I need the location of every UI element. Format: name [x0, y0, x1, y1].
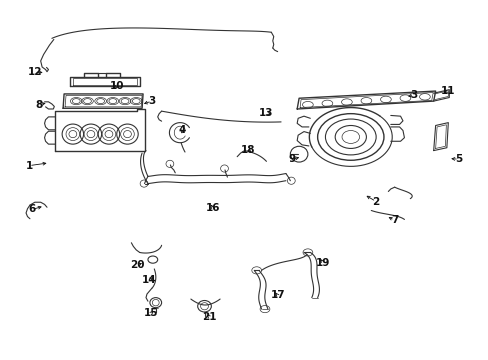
- Text: 21: 21: [202, 312, 216, 322]
- Text: 9: 9: [288, 154, 295, 164]
- Text: 19: 19: [316, 258, 330, 268]
- Text: 14: 14: [142, 275, 157, 285]
- Text: 7: 7: [390, 215, 398, 225]
- Text: 1: 1: [25, 161, 33, 171]
- Text: 18: 18: [241, 144, 255, 154]
- Text: 8: 8: [35, 100, 42, 110]
- Text: 3: 3: [148, 96, 155, 106]
- Text: 3: 3: [410, 90, 417, 100]
- Text: 4: 4: [179, 125, 186, 135]
- Text: 10: 10: [109, 81, 124, 91]
- Text: 6: 6: [29, 204, 36, 215]
- Text: 11: 11: [440, 86, 455, 96]
- Text: 15: 15: [143, 309, 158, 318]
- Text: 2: 2: [372, 197, 379, 207]
- Text: 16: 16: [205, 203, 220, 213]
- Text: 17: 17: [270, 291, 285, 301]
- Text: 5: 5: [454, 154, 462, 164]
- Text: 13: 13: [259, 108, 273, 118]
- Text: 20: 20: [130, 260, 144, 270]
- Text: 12: 12: [27, 67, 42, 77]
